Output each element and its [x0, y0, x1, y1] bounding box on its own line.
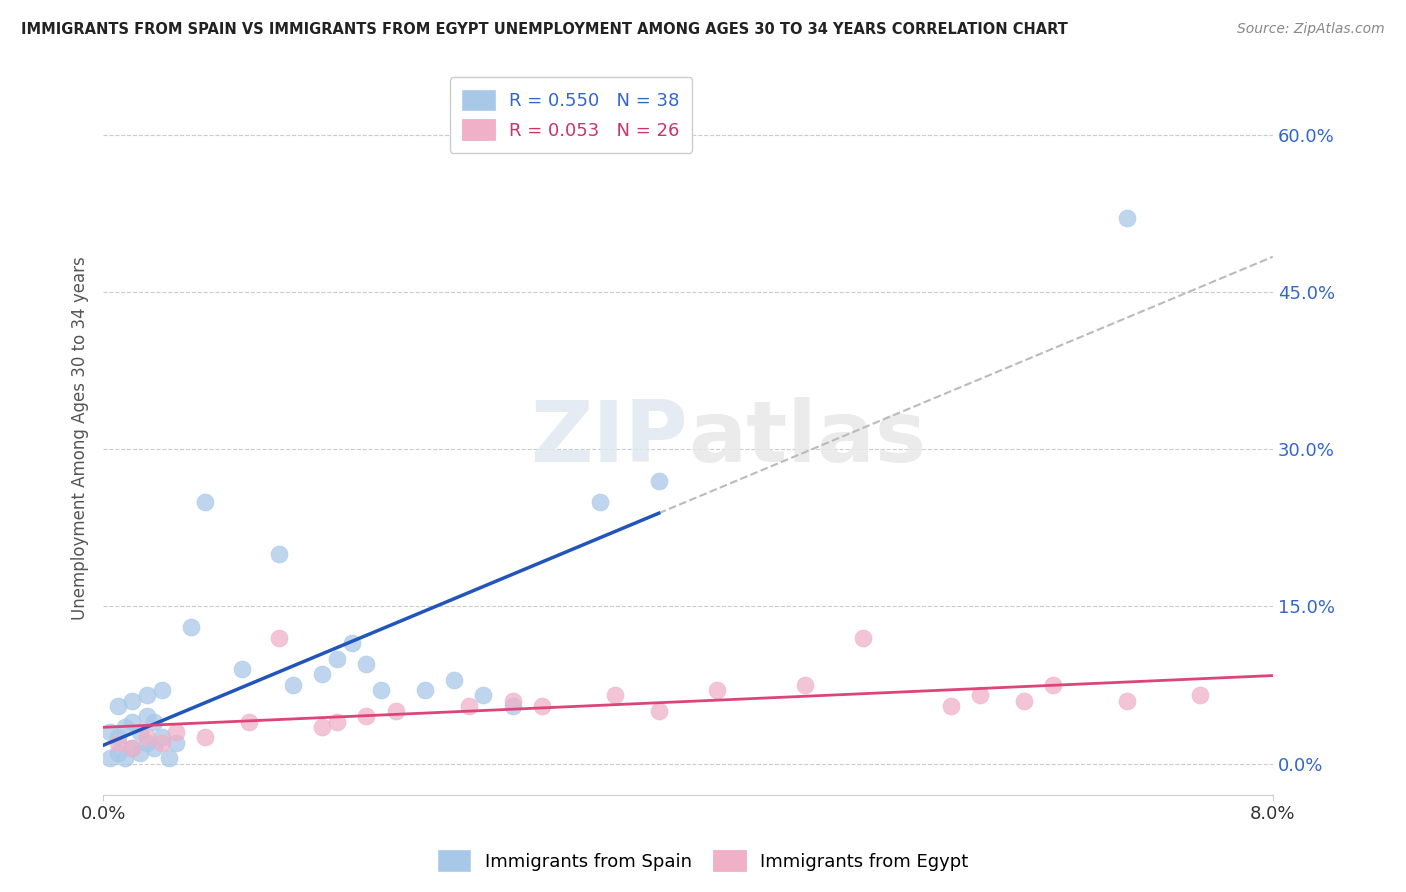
Point [603, 689, 626, 703]
Point [384, 704, 406, 718]
Point [311, 720, 333, 734]
Point [502, 698, 524, 713]
Point [1115, 694, 1137, 708]
Point [100, 751, 122, 765]
Point [107, 731, 129, 745]
Point [128, 725, 150, 739]
Point [121, 740, 143, 755]
Point [107, 698, 129, 713]
Y-axis label: Unemployment Among Ages 30 to 34 years: Unemployment Among Ages 30 to 34 years [72, 257, 89, 621]
Point [136, 689, 159, 703]
Point [136, 736, 159, 750]
Point [340, 636, 363, 650]
Legend: R = 0.550   N = 38, R = 0.053   N = 26: R = 0.550 N = 38, R = 0.053 N = 26 [450, 77, 692, 153]
Point [939, 698, 962, 713]
Point [150, 683, 173, 698]
Point [143, 740, 166, 755]
Text: Source: ZipAtlas.com: Source: ZipAtlas.com [1237, 22, 1385, 37]
Point [128, 746, 150, 760]
Point [238, 714, 260, 729]
Point [326, 714, 349, 729]
Point [793, 678, 815, 692]
Point [165, 725, 187, 739]
Point [194, 731, 217, 745]
Point [107, 736, 129, 750]
Point [413, 683, 436, 698]
Point [356, 709, 378, 723]
Point [165, 736, 187, 750]
Point [136, 709, 159, 723]
Point [969, 689, 991, 703]
Point [267, 631, 290, 645]
Text: ZIP: ZIP [530, 397, 688, 480]
Point [326, 652, 349, 666]
Point [180, 620, 202, 634]
Point [1115, 211, 1137, 226]
Point [136, 731, 159, 745]
Point [502, 694, 524, 708]
Text: atlas: atlas [688, 397, 927, 480]
Point [150, 731, 173, 745]
Point [472, 689, 495, 703]
Point [150, 736, 173, 750]
Point [311, 667, 333, 681]
Point [194, 494, 217, 508]
Point [107, 746, 129, 760]
Point [370, 683, 392, 698]
Point [1012, 694, 1035, 708]
Point [114, 720, 136, 734]
Point [1042, 678, 1064, 692]
Legend: Immigrants from Spain, Immigrants from Egypt: Immigrants from Spain, Immigrants from E… [430, 843, 976, 879]
Point [114, 751, 136, 765]
Point [121, 740, 143, 755]
Point [267, 547, 290, 561]
Point [589, 494, 612, 508]
Point [647, 704, 669, 718]
Point [157, 751, 180, 765]
Point [121, 714, 143, 729]
Point [1188, 689, 1211, 703]
Text: IMMIGRANTS FROM SPAIN VS IMMIGRANTS FROM EGYPT UNEMPLOYMENT AMONG AGES 30 TO 34 : IMMIGRANTS FROM SPAIN VS IMMIGRANTS FROM… [21, 22, 1069, 37]
Point [283, 678, 305, 692]
Point [100, 725, 122, 739]
Point [457, 698, 479, 713]
Point [121, 694, 143, 708]
Point [647, 474, 669, 488]
Point [231, 662, 253, 676]
Point [143, 714, 166, 729]
Point [530, 698, 553, 713]
Point [356, 657, 378, 671]
Point [852, 631, 875, 645]
Point [443, 673, 465, 687]
Point [706, 683, 728, 698]
